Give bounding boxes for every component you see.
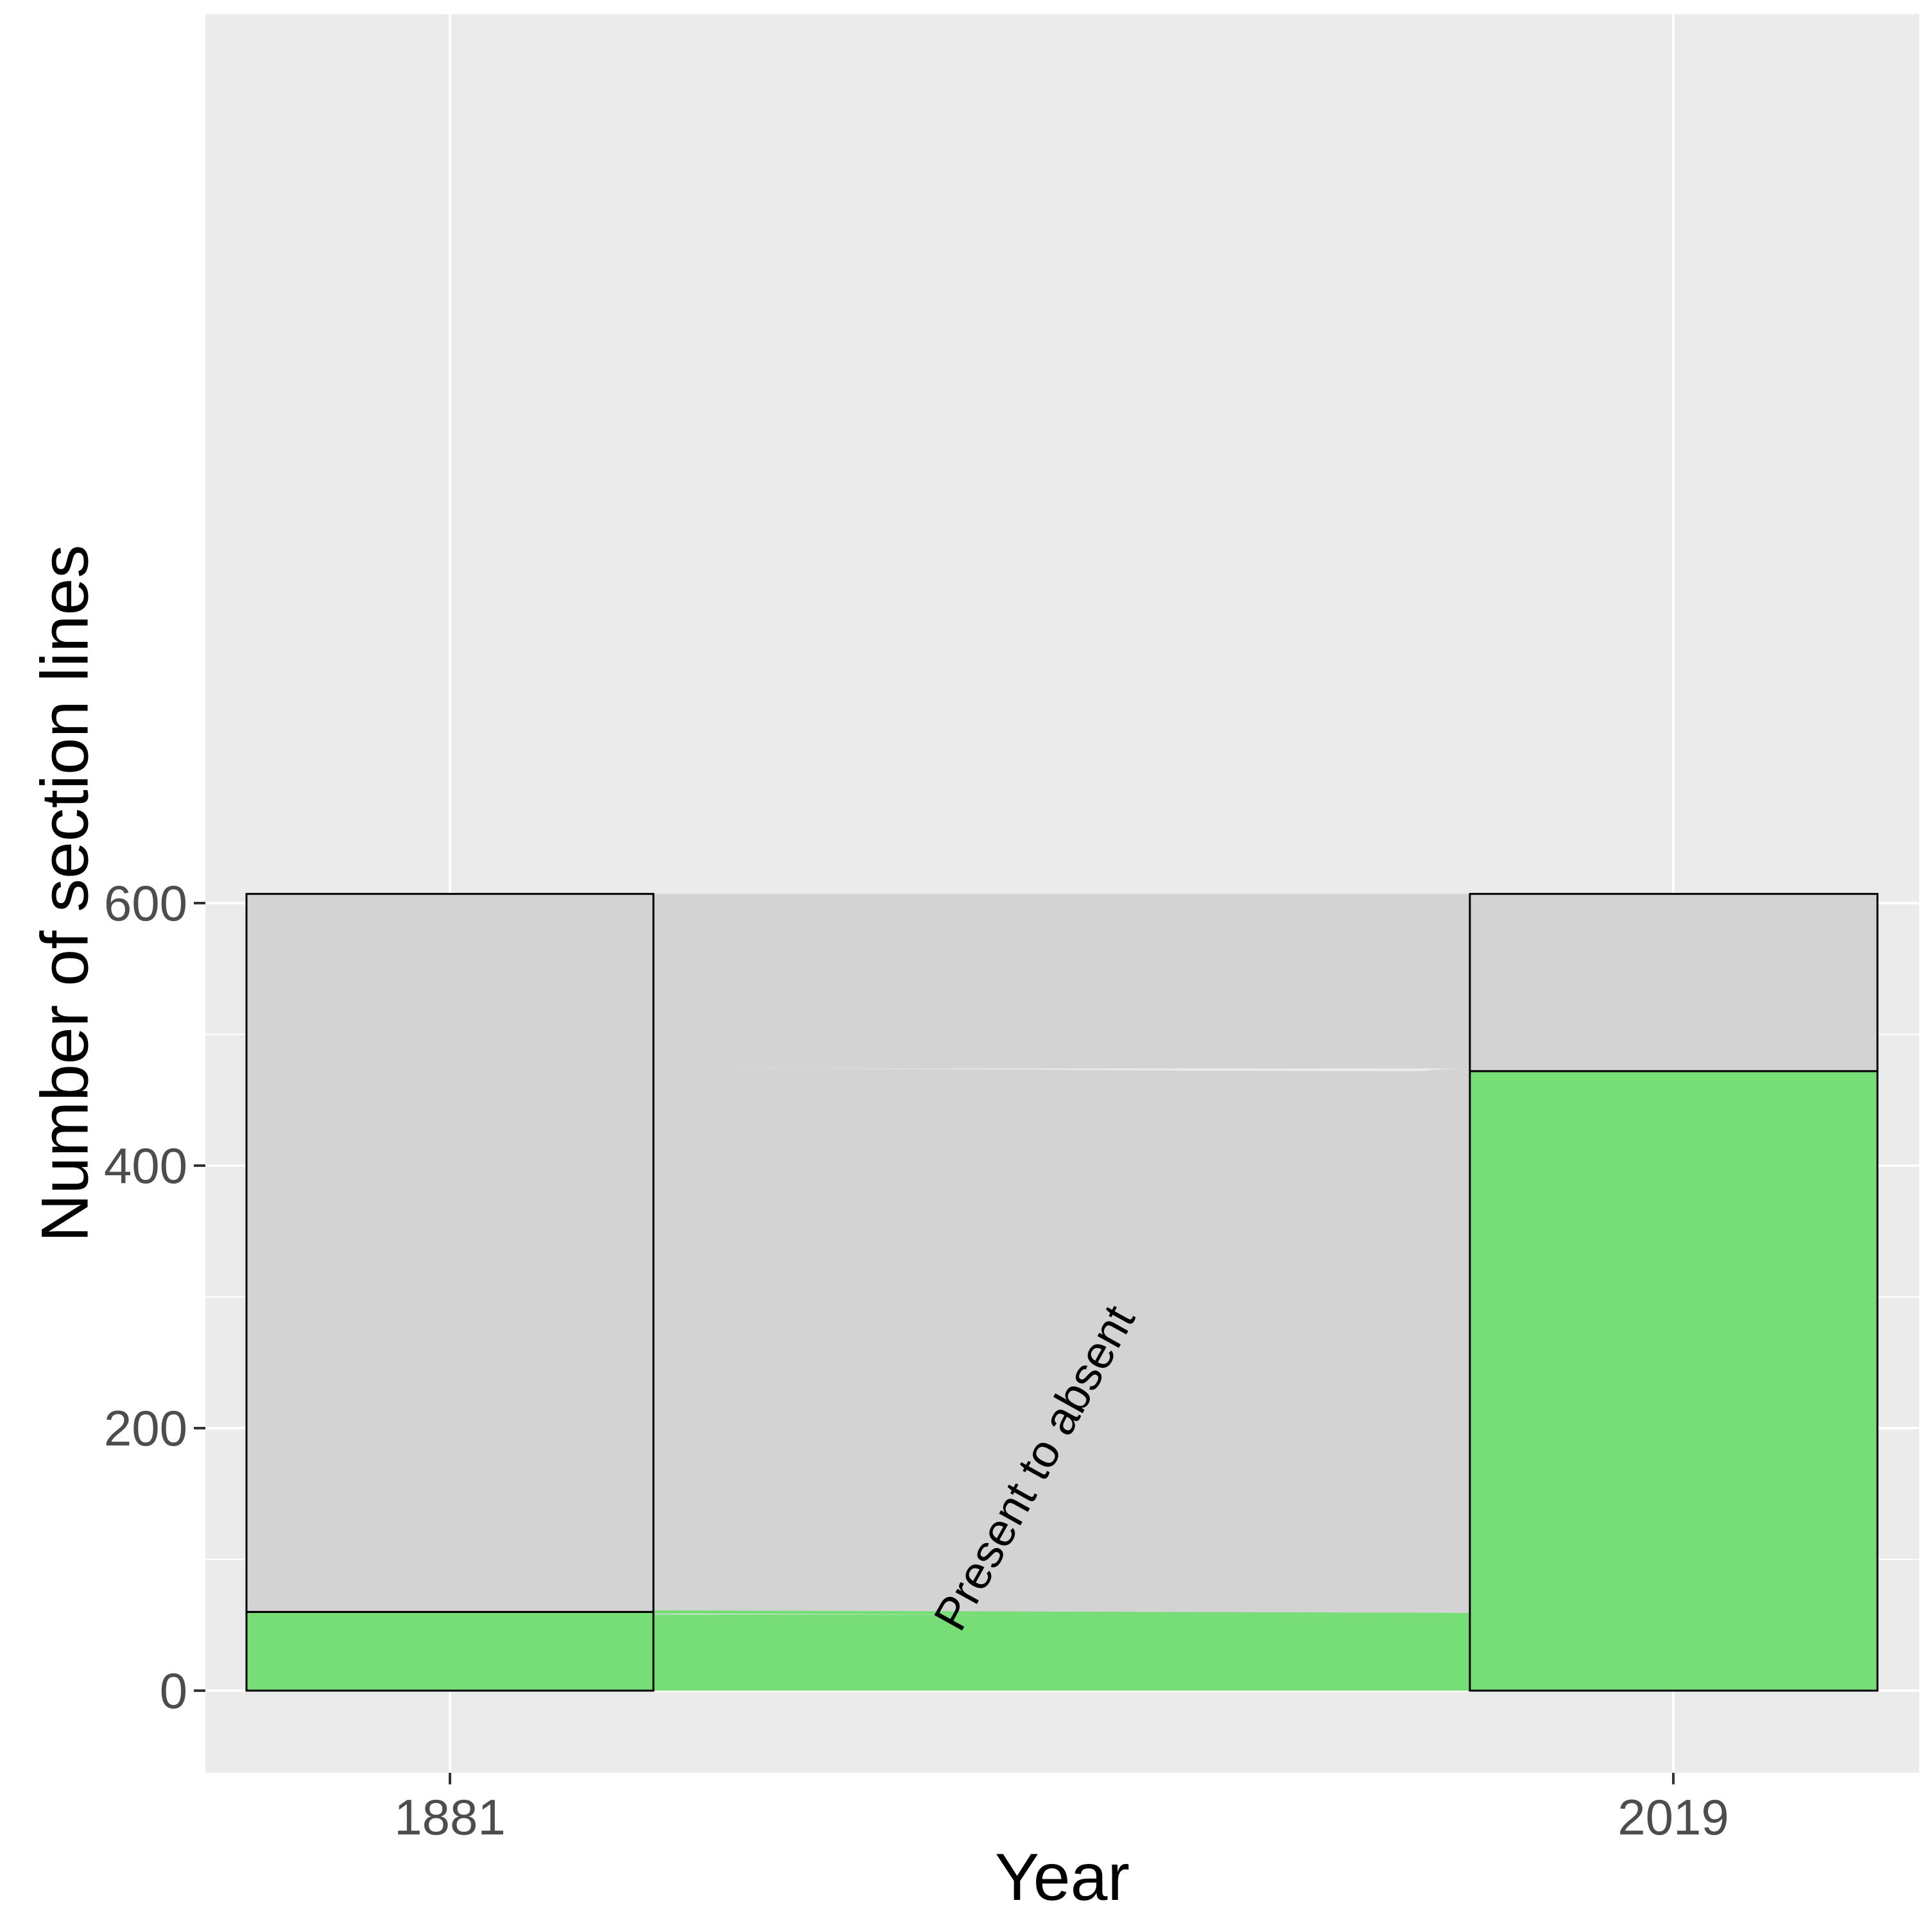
x-axis: 1881 2019 bbox=[394, 1773, 1729, 1845]
flow-absent-to-absent bbox=[653, 893, 1470, 1069]
y-tick-label: 0 bbox=[160, 1662, 187, 1719]
flow-layer bbox=[653, 893, 1471, 1691]
y-axis: 0 200 400 600 bbox=[104, 875, 205, 1719]
flow-outline bbox=[653, 1610, 1471, 1616]
y-axis-title: Number of section lines bbox=[28, 545, 102, 1243]
flow-absent-to-present bbox=[653, 1068, 1470, 1615]
stratum-2019-absent bbox=[1469, 893, 1879, 1073]
y-tick-label: 200 bbox=[104, 1400, 187, 1456]
y-tick-label: 400 bbox=[104, 1137, 187, 1194]
stratum-1881-present bbox=[245, 1610, 655, 1692]
stratum-1881-absent bbox=[245, 893, 655, 1613]
stratum-2019-present bbox=[1469, 1070, 1879, 1692]
x-tick-label: 1881 bbox=[394, 1789, 506, 1845]
stratum-layer bbox=[245, 893, 1879, 1692]
y-tick-label: 600 bbox=[104, 875, 187, 931]
flow-present-to-present bbox=[653, 1614, 1470, 1691]
x-axis-title: Year bbox=[995, 1840, 1130, 1915]
x-tick-label: 2019 bbox=[1617, 1789, 1729, 1845]
